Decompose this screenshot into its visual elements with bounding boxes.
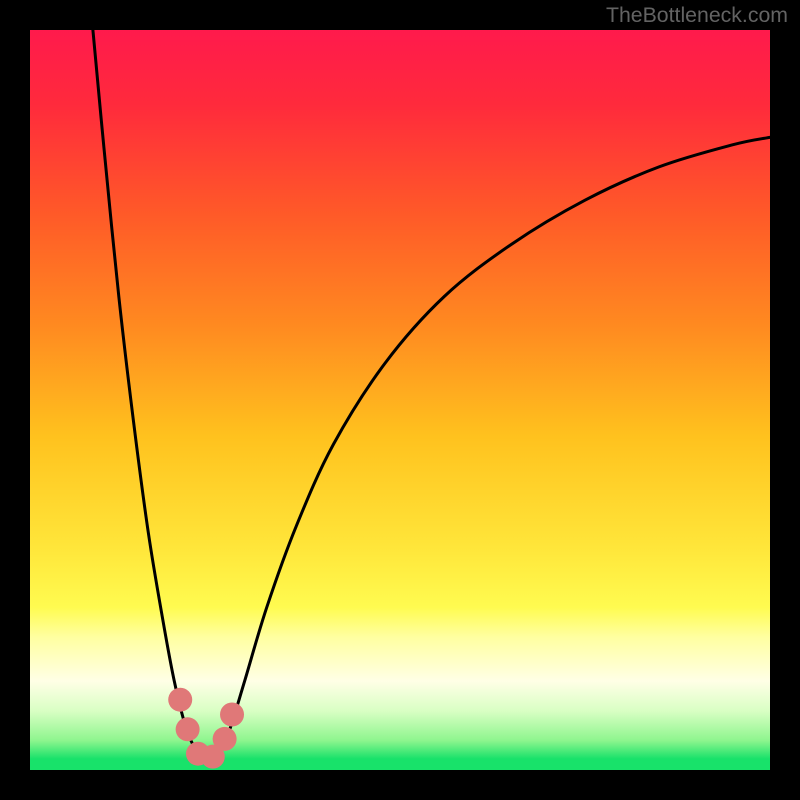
watermark-text: TheBottleneck.com xyxy=(606,3,788,27)
marker-point xyxy=(168,688,192,712)
chart-svg: TheBottleneck.com xyxy=(0,0,800,800)
plot-area xyxy=(30,30,770,770)
marker-point xyxy=(220,703,244,727)
marker-point xyxy=(213,727,237,751)
marker-point xyxy=(176,717,200,741)
bottleneck-chart: TheBottleneck.com xyxy=(0,0,800,800)
